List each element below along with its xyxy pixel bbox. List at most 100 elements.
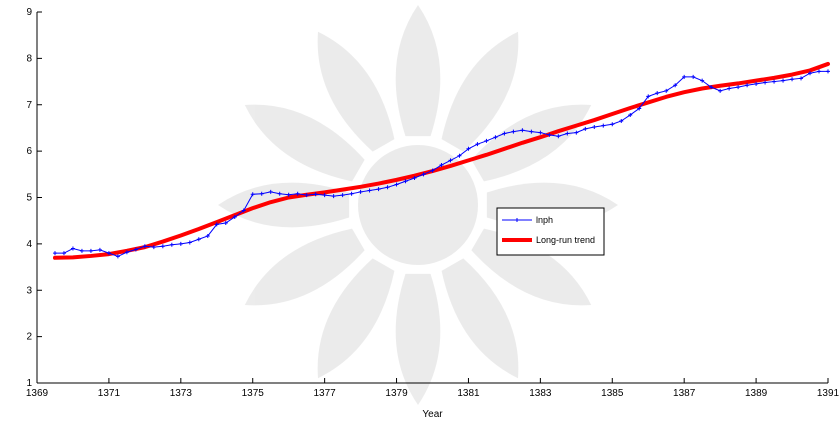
watermark-petal <box>317 258 395 379</box>
y-axis-ticks: 1 2 3 4 5 6 7 8 9 <box>26 7 42 389</box>
data-point-lnph <box>376 187 381 192</box>
y-tick-label: 1 <box>26 378 32 389</box>
x-tick-label: 1373 <box>170 388 193 399</box>
watermark-petal <box>441 258 519 379</box>
data-point-lnph <box>88 248 93 253</box>
data-point-lnph <box>79 248 84 253</box>
y-tick-label: 6 <box>26 146 32 157</box>
watermark-petal <box>441 31 519 152</box>
data-point-lnph <box>223 221 228 226</box>
data-point-lnph <box>511 129 516 134</box>
legend-label: lnph <box>536 215 553 225</box>
watermark-hub <box>358 145 478 265</box>
y-tick-label: 7 <box>26 100 32 111</box>
x-tick-label: 1387 <box>673 388 696 399</box>
x-tick-label: 1391 <box>817 388 839 399</box>
x-tick-label: 1381 <box>457 388 480 399</box>
data-point-lnph <box>412 176 417 181</box>
data-point-lnph <box>313 192 318 197</box>
data-point-lnph <box>502 131 507 136</box>
data-point-lnph <box>718 88 723 93</box>
x-tick-label: 1383 <box>529 388 552 399</box>
data-point-lnph <box>142 244 147 249</box>
data-point-lnph <box>466 146 471 151</box>
y-tick-label: 3 <box>26 285 32 296</box>
x-tick-label: 1385 <box>601 388 624 399</box>
watermark-petal <box>471 104 592 182</box>
data-point-lnph <box>394 182 399 187</box>
data-point-lnph <box>358 189 363 194</box>
x-tick-label: 1379 <box>385 388 408 399</box>
data-point-lnph <box>322 193 327 198</box>
data-point-lnph <box>781 78 786 83</box>
data-point-lnph <box>475 142 480 147</box>
x-tick-label: 1369 <box>26 388 49 399</box>
data-point-lnph <box>664 88 669 93</box>
legend: lnph Long-run trend <box>496 207 605 256</box>
data-point-lnph <box>790 77 795 82</box>
data-point-lnph <box>52 251 57 256</box>
data-point-lnph <box>241 208 246 213</box>
data-point-lnph <box>799 76 804 81</box>
data-point-lnph <box>457 153 462 158</box>
data-point-lnph <box>682 74 687 79</box>
data-point-lnph <box>196 237 201 242</box>
data-point-lnph <box>169 242 174 247</box>
data-point-lnph <box>727 86 732 91</box>
data-point-lnph <box>385 185 390 190</box>
data-point-lnph <box>538 130 543 135</box>
x-tick-label: 1389 <box>745 388 768 399</box>
data-point-lnph <box>439 163 444 168</box>
data-point-lnph <box>61 251 66 256</box>
data-point-lnph <box>70 246 75 251</box>
data-point-lnph <box>691 74 696 79</box>
data-point-lnph <box>115 254 120 259</box>
data-point-lnph <box>124 250 129 255</box>
data-point-lnph <box>709 85 714 90</box>
data-point-lnph <box>448 158 453 163</box>
legend-marker <box>515 218 519 222</box>
data-point-lnph <box>529 129 534 134</box>
data-point-lnph <box>331 194 336 199</box>
data-point-lnph <box>304 193 309 198</box>
x-axis-label: Year <box>422 409 443 420</box>
watermark-rosette <box>218 5 618 405</box>
data-point-lnph <box>754 81 759 86</box>
y-tick-label: 8 <box>26 53 32 64</box>
x-axis-ticks: 1369 1371 1373 1375 1377 1379 1381 1383 1385 1387… <box>26 378 839 399</box>
data-point-lnph <box>250 192 255 197</box>
data-point-lnph <box>205 233 210 238</box>
data-point-lnph <box>133 247 138 252</box>
y-tick-label: 4 <box>26 239 32 250</box>
watermark-petal <box>317 31 395 152</box>
data-point-lnph <box>340 193 345 198</box>
data-point-lnph <box>700 78 705 83</box>
data-point-lnph <box>619 118 624 123</box>
data-point-lnph <box>421 172 426 177</box>
data-point-lnph <box>655 91 660 96</box>
data-point-lnph <box>583 126 588 131</box>
data-point-lnph <box>295 191 300 196</box>
data-point-lnph <box>97 247 102 252</box>
data-point-lnph <box>106 251 111 256</box>
data-point-lnph <box>565 131 570 136</box>
legend-label: Long-run trend <box>536 235 595 245</box>
data-point-lnph <box>151 245 156 250</box>
watermark-petal <box>244 228 365 306</box>
watermark-petal <box>218 182 350 228</box>
data-point-lnph <box>574 130 579 135</box>
data-point-lnph <box>601 123 606 128</box>
data-point-lnph <box>160 244 165 249</box>
data-point-lnph <box>484 138 489 143</box>
data-point-lnph <box>520 128 525 133</box>
data-point-lnph <box>268 189 273 194</box>
data-point-lnph <box>673 83 678 88</box>
data-point-lnph <box>646 94 651 99</box>
data-point-lnph <box>547 132 552 137</box>
data-point-lnph <box>628 112 633 117</box>
data-point-lnph <box>349 191 354 196</box>
data-point-lnph <box>745 83 750 88</box>
data-point-lnph <box>277 191 282 196</box>
watermark-petal <box>395 5 441 137</box>
